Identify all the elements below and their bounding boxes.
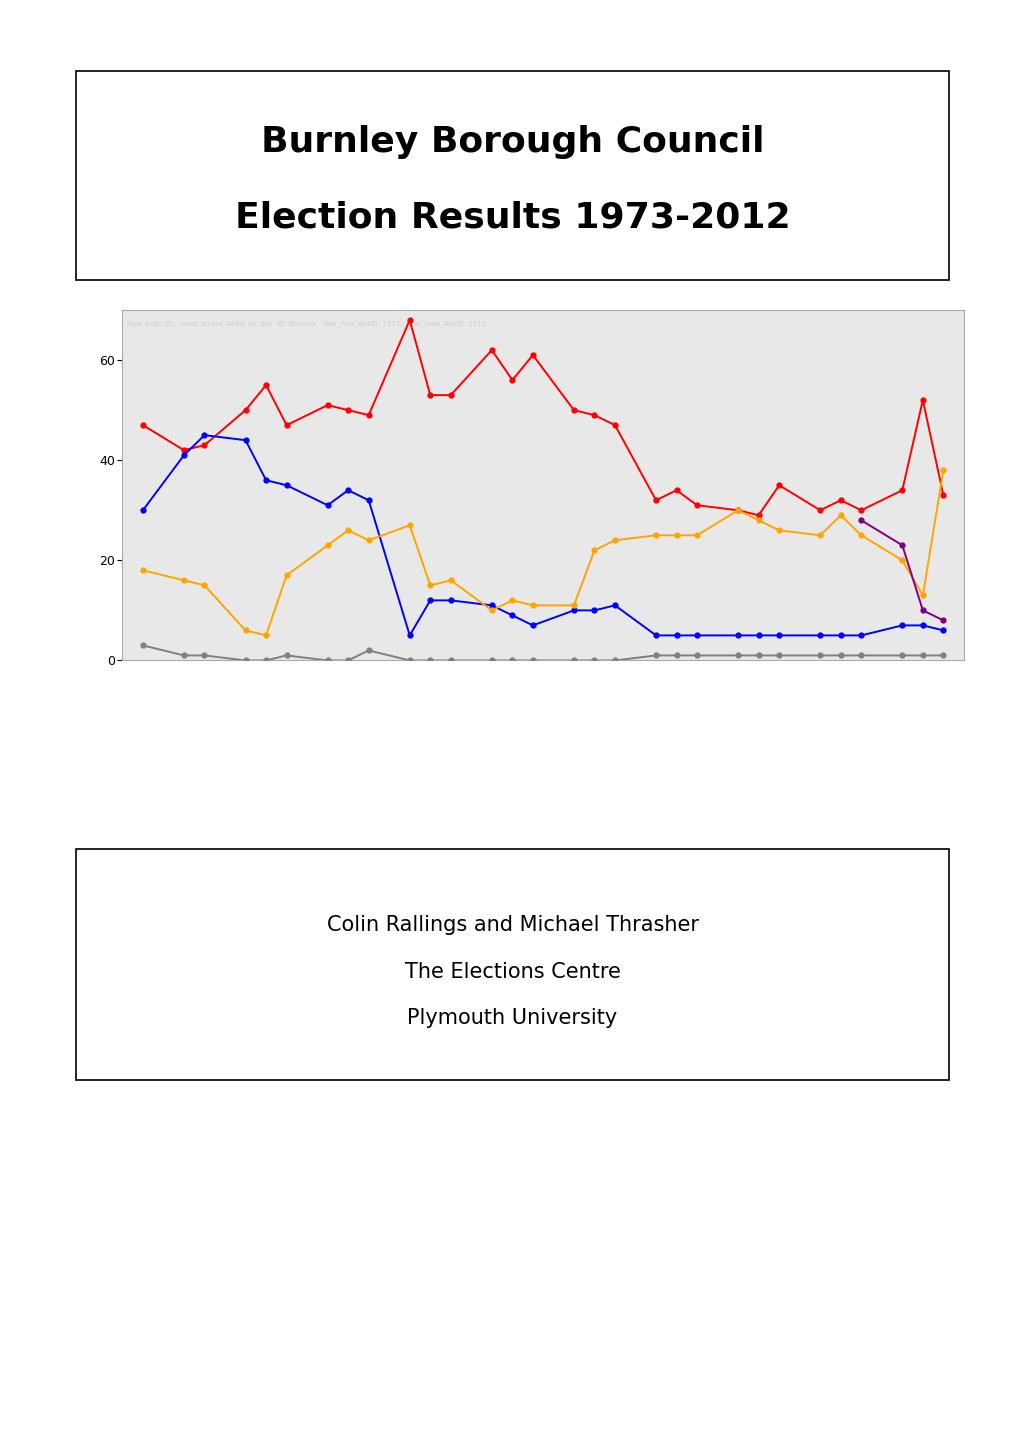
Text: Plymouth University: Plymouth University (407, 1008, 618, 1028)
Text: type 4cat: SD,  most recent NAME for dist  ID: Burnley,  Year_min_distID: 1973, : type 4cat: SD, most recent NAME for dist… (126, 320, 485, 327)
Text: The Elections Centre: The Elections Centre (405, 962, 620, 982)
Text: Colin Rallings and Michael Thrasher: Colin Rallings and Michael Thrasher (326, 916, 698, 936)
Text: Burnley Borough Council: Burnley Borough Council (261, 125, 763, 159)
FancyBboxPatch shape (76, 71, 948, 280)
FancyBboxPatch shape (76, 849, 948, 1080)
Text: Election Results 1973-2012: Election Results 1973-2012 (234, 200, 790, 234)
